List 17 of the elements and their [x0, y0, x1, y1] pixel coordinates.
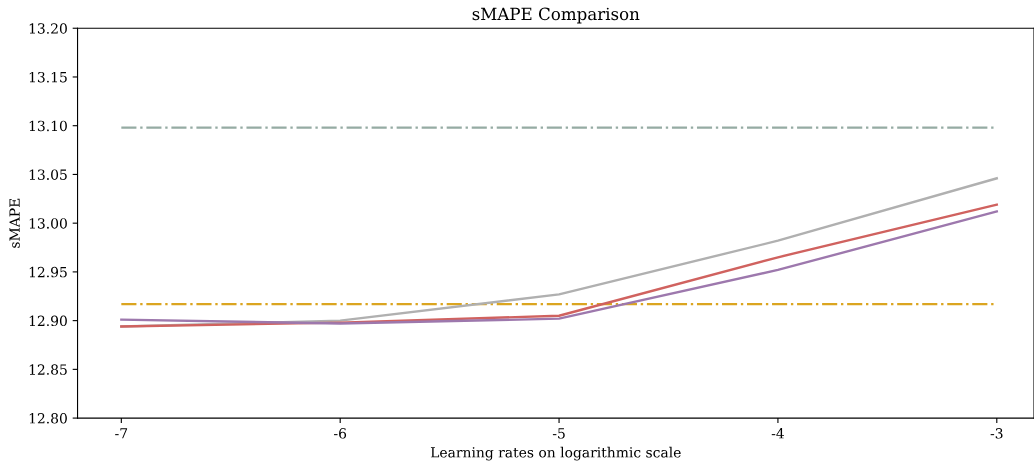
- y-tick-label: 12.85: [29, 364, 67, 375]
- x-tick-label: -4: [771, 428, 784, 439]
- x-tick-label: -6: [334, 428, 347, 439]
- y-tick-label: 13.00: [29, 218, 67, 229]
- chart-title: sMAPE Comparison: [472, 7, 640, 24]
- x-axis-title: Learning rates on logarithmic scale: [430, 446, 681, 461]
- y-tick-label: 13.20: [29, 23, 67, 34]
- y-tick-label: 13.15: [29, 71, 67, 83]
- y-tick-label: 12.90: [29, 315, 67, 327]
- x-tick-label: -5: [552, 428, 565, 439]
- y-tick-label: 12.80: [29, 413, 67, 424]
- y-axis-title: sMAPE: [9, 198, 20, 248]
- x-tick-label: -7: [115, 428, 128, 439]
- x-tick-label: -3: [990, 428, 1003, 439]
- y-tick-label: 12.95: [29, 266, 67, 278]
- y-tick-label: 13.10: [29, 120, 67, 132]
- y-tick-label: 13.05: [29, 169, 67, 180]
